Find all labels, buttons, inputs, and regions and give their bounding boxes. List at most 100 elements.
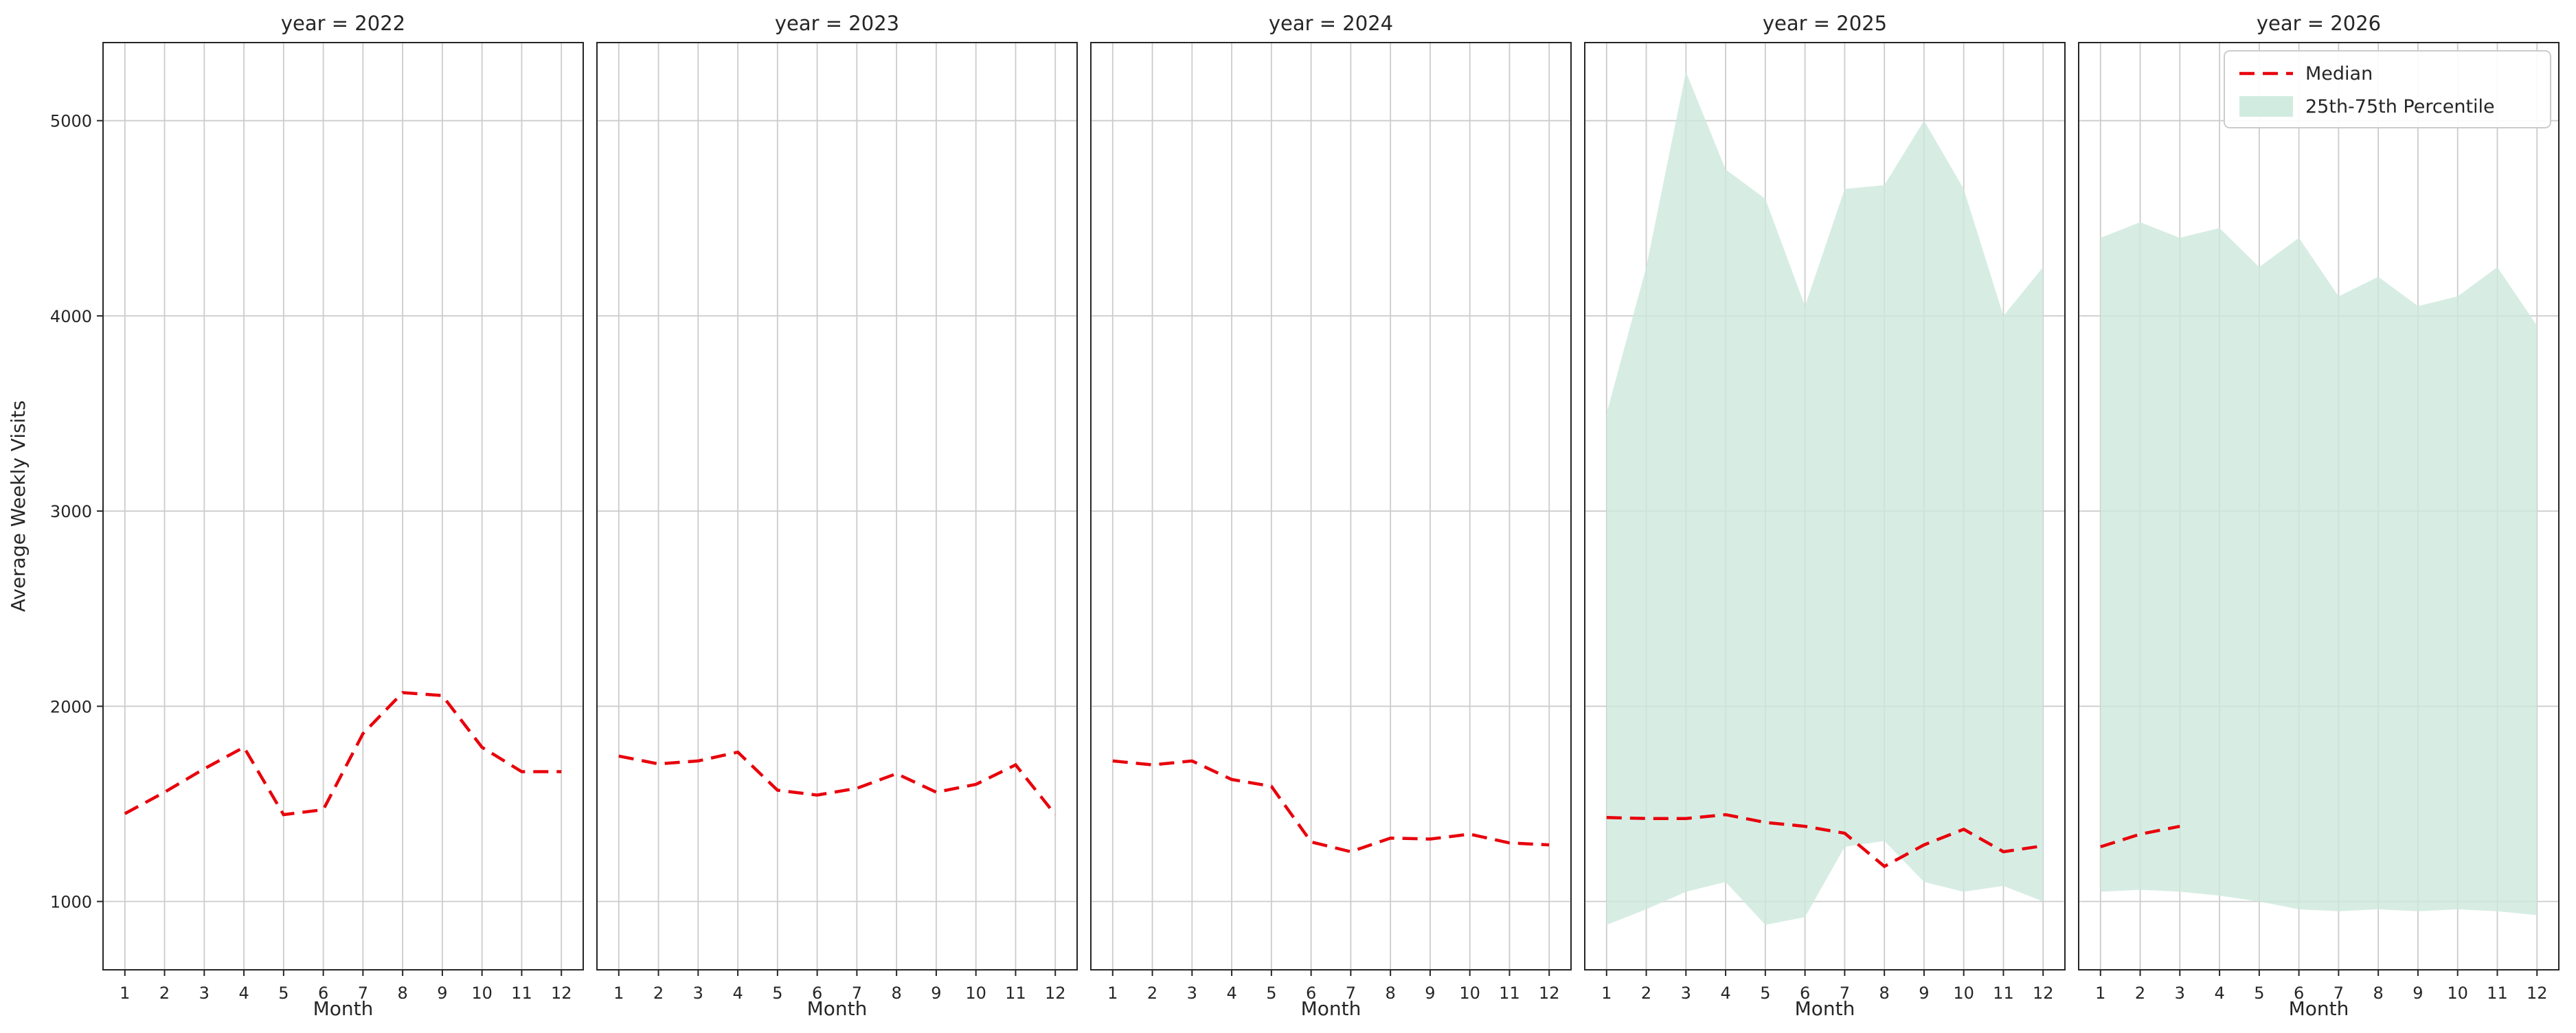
x-tick-label: 11 [1993,984,2014,1003]
x-tick-label: 6 [812,984,822,1003]
facet-title: year = 2023 [775,12,899,35]
y-tick-label: 2000 [50,697,92,716]
x-tick-label: 4 [2214,984,2224,1003]
legend-band-sample [2239,96,2293,117]
gridlines [597,43,1077,970]
x-tick-label: 7 [852,984,862,1003]
x-tick-label: 12 [2033,984,2054,1003]
x-tick-label: 1 [2095,984,2105,1003]
x-tick-label: 2 [159,984,170,1003]
x-tick-label: 5 [772,984,782,1003]
x-tick-label: 1 [1107,984,1118,1003]
x-tick-label: 12 [551,984,572,1003]
legend-item-label: Median [2305,63,2373,84]
x-tick-label: 10 [2447,984,2468,1003]
x-tick-label: 5 [1266,984,1276,1003]
x-tick-label: 12 [2527,984,2548,1003]
median-line [1606,813,2044,869]
facet-title: year = 2025 [1763,12,1887,35]
panel-border [102,42,584,970]
x-tick-label: 1 [120,984,130,1003]
y-tick-label: 4000 [50,307,92,326]
x-tick-label: 3 [2175,984,2185,1003]
x-axis-label: Month [1795,997,1855,1020]
x-tick-label: 7 [358,984,368,1003]
x-tick-label: 2 [1147,984,1157,1003]
x-tick-label: 1 [1601,984,1612,1003]
x-tick-label: 10 [471,984,493,1003]
x-tick-label: 6 [318,984,328,1003]
x-tick-label: 3 [1681,984,1691,1003]
x-tick-label: 11 [2487,984,2508,1003]
x-tick-label: 6 [1800,984,1810,1003]
percentile-band [2100,222,2538,916]
panel-border [596,42,1078,970]
x-tick-label: 8 [1386,984,1396,1003]
x-tick-label: 3 [693,984,703,1003]
x-tick-label: 8 [1879,984,1890,1003]
x-tick-label: 12 [1045,984,1066,1003]
x-tick-label: 7 [2334,984,2344,1003]
x-tick-label: 3 [199,984,210,1003]
x-tick-label: 4 [1720,984,1730,1003]
legend: Median 25th-75th Percentile [2224,50,2551,128]
x-tick-label: 4 [238,984,249,1003]
x-tick-label: 8 [2373,984,2384,1003]
x-axis-label: Month [2289,997,2349,1020]
gridlines [1091,43,1571,970]
y-axis-label: Average Weekly Visits [7,400,30,612]
y-tick-label: 5000 [50,112,92,131]
x-tick-label: 2 [2135,984,2145,1003]
x-tick-label: 11 [1005,984,1026,1003]
panel-border [1090,42,1572,970]
x-tick-label: 4 [732,984,743,1003]
x-tick-label: 9 [2413,984,2423,1003]
median-line [1112,759,1550,854]
x-tick-label: 2 [653,984,664,1003]
x-tick-label: 12 [1539,984,1560,1003]
x-tick-label: 9 [931,984,941,1003]
x-tick-label: 7 [1346,984,1356,1003]
x-tick-label: 9 [1425,984,1435,1003]
x-tick-label: 6 [2294,984,2304,1003]
x-axis-label: Month [807,997,868,1020]
x-tick-label: 10 [1953,984,1974,1003]
x-axis-label: Month [1301,997,1362,1020]
x-tick-label: 2 [1641,984,1651,1003]
x-tick-label: 9 [1919,984,1929,1003]
facet-title: year = 2026 [2257,12,2381,35]
y-tick-label: 1000 [50,893,92,912]
x-tick-label: 11 [1499,984,1520,1003]
legend-item-label: 25th-75th Percentile [2305,96,2495,117]
x-tick-label: 8 [892,984,902,1003]
median-line [618,750,1057,816]
x-tick-label: 7 [1840,984,1850,1003]
y-tick-label: 3000 [50,502,92,521]
facet-title: year = 2024 [1269,12,1393,35]
x-tick-label: 5 [2254,984,2264,1003]
median-line [2100,824,2180,849]
x-tick-label: 9 [437,984,447,1003]
x-tick-label: 11 [511,984,532,1003]
panel-border [2078,42,2560,970]
x-tick-label: 6 [1306,984,1316,1003]
percentile-band [1606,71,2044,925]
facet-title: year = 2022 [281,12,405,35]
gridlines [103,43,583,970]
x-tick-label: 1 [613,984,624,1003]
x-tick-label: 10 [965,984,986,1003]
panel-border [1584,42,2066,970]
x-tick-label: 4 [1226,984,1236,1003]
x-tick-label: 5 [1760,984,1770,1003]
x-tick-label: 3 [1187,984,1197,1003]
x-tick-label: 10 [1459,984,1480,1003]
x-tick-label: 8 [398,984,408,1003]
x-tick-label: 5 [278,984,289,1003]
